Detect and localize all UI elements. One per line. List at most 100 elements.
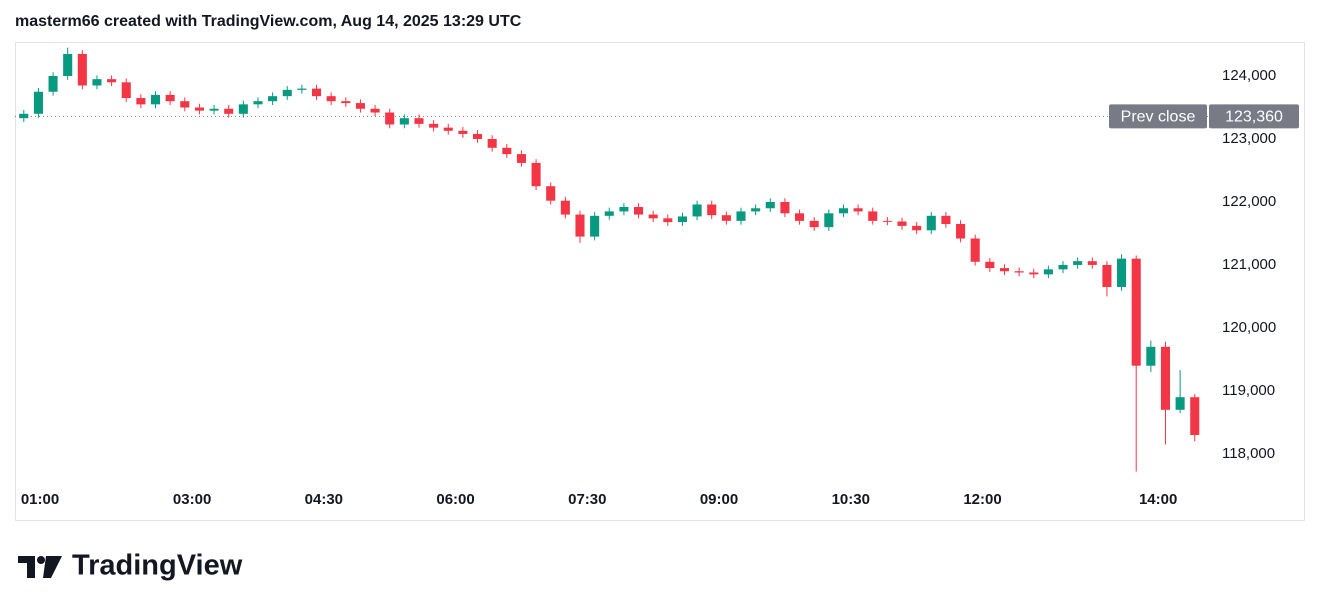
candle-body (268, 96, 278, 102)
candle (165, 91, 175, 105)
candle-body (282, 89, 292, 97)
candle (48, 72, 58, 96)
candle-body (560, 200, 570, 215)
candle (224, 104, 234, 118)
candle (136, 94, 146, 109)
candle (311, 84, 322, 100)
candle-body (1175, 397, 1185, 410)
candle (648, 210, 658, 223)
candle-body (941, 215, 951, 225)
prev-close-label-box (1109, 104, 1207, 129)
candle-body (385, 112, 395, 125)
candle (180, 97, 190, 112)
candle-body (487, 138, 497, 148)
candle-body (634, 207, 644, 215)
candle (751, 204, 761, 216)
candle (1014, 267, 1024, 277)
candle-body (956, 224, 966, 239)
candle-body (429, 123, 439, 128)
candle-body (1058, 264, 1068, 270)
candle (677, 212, 687, 226)
y-tick-label: 124,000 (1222, 67, 1276, 84)
candle (531, 159, 541, 190)
candle-body (326, 96, 336, 102)
prev-close-label: Prev close (1121, 109, 1196, 126)
candle-body (253, 101, 263, 105)
candle (355, 99, 365, 113)
candle (1073, 257, 1083, 269)
candle-body (399, 118, 409, 125)
candle (209, 104, 219, 115)
candle (1160, 341, 1171, 445)
candle (780, 198, 790, 218)
candle-body (19, 113, 29, 119)
candle (824, 209, 834, 231)
candle-body (1102, 264, 1112, 287)
candle-body (795, 213, 805, 221)
candle-body (853, 208, 863, 212)
candle (575, 210, 585, 243)
candle-body (238, 104, 248, 114)
candle (370, 104, 380, 117)
candle (838, 204, 848, 218)
candle (692, 200, 702, 221)
candle (1087, 257, 1097, 269)
candle (809, 217, 819, 231)
candle-body (414, 118, 424, 124)
x-tick-label: 06:00 (436, 491, 474, 508)
candle (736, 207, 746, 225)
chart-title: masterm66 created with TradingView.com, … (15, 13, 522, 30)
candle-body (1190, 397, 1200, 435)
candle (326, 92, 336, 105)
x-tick-label: 09:00 (700, 491, 738, 508)
candle (1131, 255, 1141, 472)
candle (707, 200, 717, 219)
candle (985, 258, 995, 272)
plot-frame (15, 42, 1305, 521)
candle-body (604, 211, 614, 216)
y-tick-label: 123,000 (1222, 130, 1276, 147)
candle-body (677, 216, 687, 223)
candle (107, 75, 117, 87)
candle-body (780, 201, 790, 214)
candle (560, 196, 570, 219)
candle-body (107, 79, 117, 83)
y-tick-label: 120,000 (1222, 319, 1276, 336)
candle (1043, 265, 1053, 279)
candle (516, 150, 526, 167)
candle (1058, 261, 1068, 274)
candle (619, 203, 629, 216)
candle-body (48, 76, 58, 92)
x-tick-label: 12:00 (963, 491, 1001, 508)
candle (721, 211, 731, 225)
candle (341, 97, 351, 107)
candle-body (443, 127, 453, 131)
logo-mark (18, 556, 35, 578)
candle-body (590, 215, 600, 237)
candle (634, 203, 644, 219)
candle (868, 207, 878, 225)
candle-body (165, 94, 175, 102)
candle-body (370, 108, 380, 113)
candle (941, 212, 951, 228)
candle-body (1117, 258, 1127, 287)
candle (92, 75, 102, 90)
candle-body (341, 101, 351, 104)
logo: TradingView (18, 550, 243, 582)
candle (487, 135, 497, 152)
y-tick-label: 119,000 (1222, 382, 1275, 399)
candle-body (33, 91, 43, 114)
candle-body (311, 88, 322, 97)
candle-body (121, 82, 131, 99)
candle-body (912, 225, 922, 231)
candle (385, 108, 395, 129)
candle (999, 264, 1010, 276)
candle (268, 92, 278, 105)
candle-body (619, 207, 629, 212)
candle-body (868, 211, 878, 221)
candle-body (458, 130, 468, 134)
candle (795, 209, 805, 225)
candle (121, 78, 131, 102)
candle (604, 207, 614, 220)
candle-body (1014, 271, 1024, 273)
